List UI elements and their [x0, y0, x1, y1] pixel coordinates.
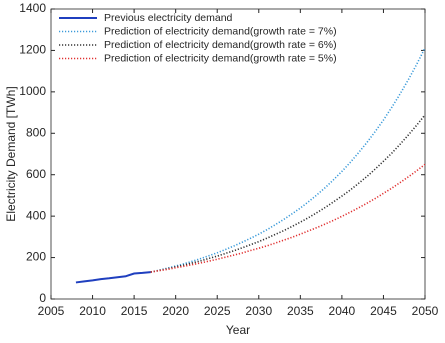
legend-label: Previous electricity demand — [104, 12, 233, 24]
x-tick-label: 2040 — [329, 304, 356, 318]
y-tick-label: 1000 — [19, 84, 46, 98]
legend-label: Prediction of electricity demand(growth … — [104, 39, 337, 51]
x-tick-label: 2015 — [121, 304, 148, 318]
y-tick-label: 1200 — [19, 43, 46, 57]
x-tick-label: 2005 — [38, 304, 65, 318]
x-tick-label: 2050 — [412, 304, 439, 318]
y-tick-label: 600 — [26, 167, 46, 181]
y-tick-label: 0 — [39, 291, 46, 305]
y-tick-label: 1400 — [19, 1, 46, 15]
plot-area — [50, 8, 426, 300]
line-series — [150, 163, 426, 273]
x-tick-label: 2025 — [204, 304, 231, 318]
x-axis-label: Year — [226, 323, 250, 337]
y-axis-label: Electricity Demand [TWh] — [4, 86, 18, 221]
line-series — [150, 114, 426, 273]
x-tick-label: 2020 — [162, 304, 189, 318]
legend-label: Prediction of electricity demand(growth … — [104, 52, 337, 64]
x-tick-label: 2035 — [287, 304, 314, 318]
legend-label: Prediction of electricity demand(growth … — [104, 25, 337, 37]
x-tick-label: 2030 — [245, 304, 272, 318]
y-tick-label: 800 — [26, 125, 46, 139]
y-tick-label: 400 — [26, 208, 46, 222]
x-tick-label: 2045 — [370, 304, 397, 318]
x-tick-label: 2010 — [79, 304, 106, 318]
line-series — [75, 271, 151, 284]
y-tick-label: 200 — [26, 250, 46, 264]
